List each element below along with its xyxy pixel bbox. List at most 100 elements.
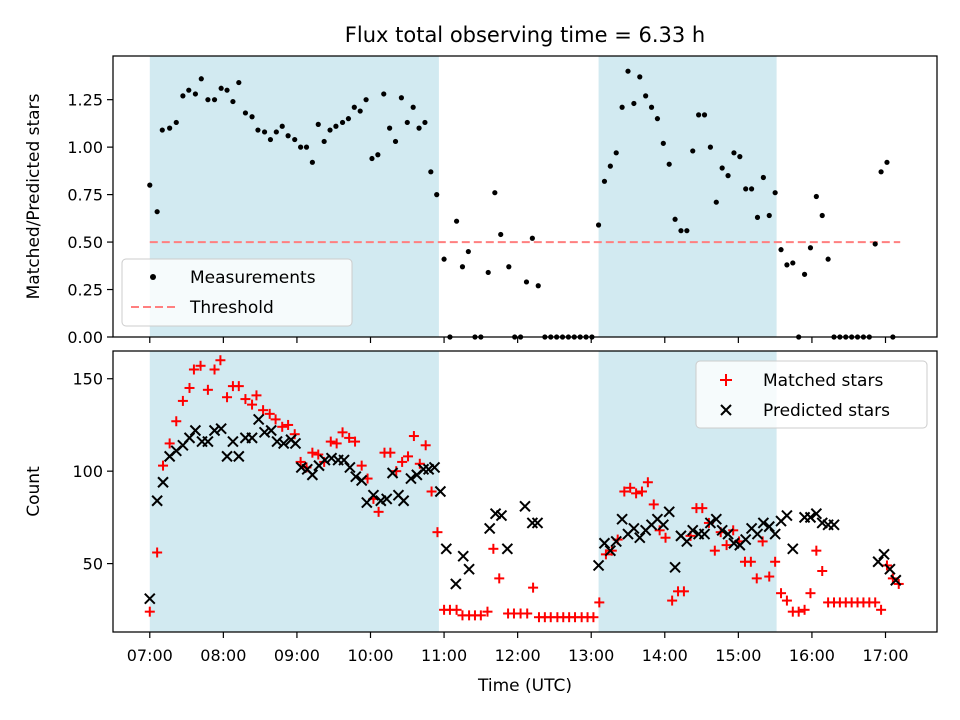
predicted-star-point: [265, 424, 277, 437]
matched-star-point: [325, 436, 336, 447]
predicted-star-point: [787, 543, 799, 555]
x-tick-label: 15:00: [715, 646, 761, 665]
matched-star-point: [144, 606, 155, 617]
matched-star-point: [697, 503, 708, 514]
matched-star-point: [233, 381, 244, 392]
measurement-point: [884, 159, 890, 165]
measurement-point: [872, 241, 878, 247]
measurement-point: [339, 119, 346, 126]
measurement-point: [766, 212, 772, 219]
x-tick-label: 16:00: [789, 646, 835, 665]
matched-star-point: [426, 486, 437, 497]
measurement-point: [285, 133, 291, 139]
predicted-star-stroke: [319, 454, 331, 466]
predicted-star-stroke: [710, 513, 722, 525]
measurement-point: [369, 155, 375, 162]
predicted-star-point: [681, 535, 693, 548]
measurement-point: [375, 152, 381, 158]
matched-star-point: [209, 364, 220, 375]
measurement-point: [267, 136, 274, 143]
legend-threshold-label: Threshold: [189, 298, 274, 318]
predicted-star-point: [769, 528, 781, 540]
top-y-tick-label: 0.75: [67, 186, 103, 205]
measurement-points: [147, 68, 896, 340]
measurement-point: [778, 247, 784, 253]
measurement-point: [261, 129, 268, 135]
predicted-star-stroke: [687, 524, 699, 537]
measurement-point: [878, 169, 884, 175]
measurement-point: [760, 174, 766, 181]
predicted-star-stroke: [592, 559, 605, 572]
predicted-star-stroke: [872, 556, 884, 568]
matched-star-point: [356, 460, 367, 471]
measurement-point: [601, 178, 608, 184]
predicted-star-stroke: [531, 517, 544, 529]
predicted-star-point: [698, 528, 711, 540]
matched-star-point: [721, 540, 732, 551]
predicted-star-stroke: [890, 574, 902, 586]
measurement-point: [654, 116, 661, 122]
predicted-star-point: [519, 500, 531, 512]
matched-star-point: [642, 477, 653, 488]
top-legend: Measurements Threshold: [121, 258, 353, 327]
matched-star-point: [488, 543, 499, 554]
predicted-star-stroke: [598, 537, 611, 549]
measurement-point: [631, 100, 637, 107]
legend-predicted-label: Predicted stars: [763, 401, 890, 421]
measurement-point: [205, 97, 211, 103]
predicted-star-stroke: [246, 432, 258, 444]
predicted-star-point: [483, 522, 496, 535]
measurement-point: [637, 74, 643, 80]
predicted-star-stroke: [144, 593, 156, 605]
measurement-point: [434, 192, 440, 198]
predicted-star-stroke: [202, 435, 214, 448]
measurement-point: [167, 125, 173, 131]
matched-star-point: [158, 460, 169, 471]
predicted-star-point: [763, 520, 775, 533]
predicted-star-stroke: [397, 495, 410, 507]
matched-star-point: [522, 608, 533, 619]
predicted-star-stroke: [526, 517, 539, 529]
measurement-point: [459, 264, 466, 270]
predicted-star-point: [872, 556, 884, 568]
predicted-star-point: [495, 509, 508, 522]
predicted-star-stroke: [157, 476, 169, 488]
predicted-star-stroke: [258, 426, 271, 439]
legend-measurements-marker: [150, 274, 156, 280]
predicted-star-stroke: [751, 528, 764, 540]
measurement-point: [441, 256, 447, 262]
predicted-star-point: [397, 495, 410, 507]
matched-star-point: [793, 606, 804, 617]
predicted-star-point: [215, 422, 227, 435]
predicted-star-stroke: [440, 543, 452, 555]
predicted-star-point: [628, 522, 640, 535]
matched-star-point: [475, 610, 486, 621]
predicted-star-stroke: [463, 563, 475, 575]
predicted-star-stroke: [884, 563, 896, 575]
measurement-point: [249, 114, 255, 120]
top-y-tick-label: 0.25: [67, 281, 103, 300]
matched-star-point: [494, 573, 505, 584]
x-tick-label: 07:00: [127, 646, 173, 665]
measurement-point: [696, 112, 702, 118]
matched-star-point: [451, 604, 462, 615]
predicted-star-point: [781, 509, 793, 522]
predicted-star-point: [157, 476, 169, 488]
legend-measurements-label: Measurements: [190, 268, 316, 288]
matched-star-point: [385, 447, 396, 458]
measurement-point: [625, 68, 631, 74]
matched-star-point: [870, 597, 881, 608]
predicted-star-stroke: [728, 537, 740, 549]
matched-star-point: [654, 525, 665, 536]
x-tick-label: 12:00: [495, 646, 541, 665]
predicted-star-point: [227, 435, 239, 448]
measurement-point: [345, 116, 352, 122]
chart-title: Flux total observing time = 6.33 h: [345, 23, 705, 47]
predicted-star-point: [277, 437, 290, 450]
predicted-star-stroke: [355, 474, 368, 487]
measurement-point: [230, 98, 236, 105]
matched-star-point: [391, 466, 402, 477]
measurement-point: [678, 228, 684, 234]
predicted-star-point: [751, 528, 764, 540]
predicted-star-stroke: [804, 511, 817, 524]
